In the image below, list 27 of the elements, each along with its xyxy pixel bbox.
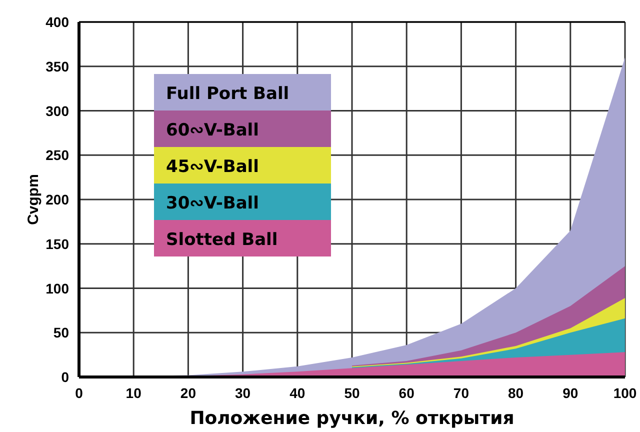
x-tick-label: 30: [235, 385, 251, 401]
y-axis-title: Cvgpm: [25, 174, 42, 225]
text: Full Port Ball: [166, 84, 290, 104]
y-tick-label: 50: [53, 324, 70, 341]
y-tick-label: 150: [46, 236, 70, 252]
x-tick-label: 90: [562, 385, 578, 401]
y-tick-label: 0: [61, 369, 70, 385]
y-tick-label: 250: [46, 147, 70, 164]
x-tick-label: 10: [126, 385, 142, 401]
x-tick-label: 20: [180, 385, 196, 401]
x-tick-label: 70: [453, 385, 470, 401]
x-tick-label: 0: [75, 385, 84, 401]
x-tick-label: 80: [508, 385, 524, 401]
x-tick-label: 40: [290, 385, 306, 401]
y-tick-label: 100: [46, 280, 70, 296]
y-tick-label: 350: [46, 58, 70, 74]
y-tick-label: 300: [46, 102, 70, 119]
y-tick-label: 400: [46, 14, 70, 30]
text: 60∾V-Ball: [166, 120, 259, 140]
text: Slotted Ball: [166, 230, 278, 250]
x-tick-label: 60: [398, 385, 415, 401]
text: 30∾V-Ball: [166, 194, 259, 214]
y-tick-label: 200: [46, 192, 70, 208]
x-axis-title: Положение ручки, % открытия: [190, 408, 514, 429]
x-tick-label: 50: [344, 385, 360, 401]
text: 45∾V-Ball: [166, 157, 259, 177]
x-tick-label: 100: [613, 385, 637, 401]
